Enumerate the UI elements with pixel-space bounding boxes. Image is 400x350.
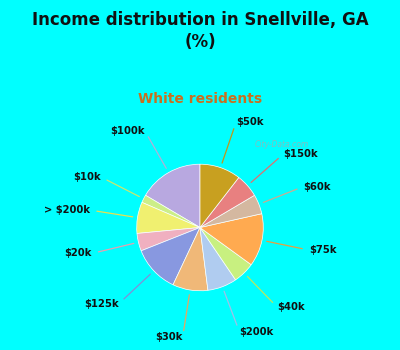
Wedge shape: [146, 164, 200, 228]
Text: $30k: $30k: [155, 332, 182, 342]
Text: $20k: $20k: [64, 248, 92, 259]
Wedge shape: [200, 164, 239, 228]
Text: > $200k: > $200k: [44, 205, 90, 215]
Wedge shape: [137, 202, 200, 233]
Wedge shape: [200, 228, 251, 280]
Text: $125k: $125k: [84, 299, 119, 309]
Wedge shape: [200, 214, 263, 265]
Wedge shape: [137, 228, 200, 251]
Wedge shape: [141, 228, 200, 285]
Text: City-Data.com: City-Data.com: [255, 140, 310, 149]
Wedge shape: [142, 195, 200, 228]
Text: $200k: $200k: [239, 327, 274, 337]
Text: $150k: $150k: [284, 149, 318, 159]
Wedge shape: [173, 228, 208, 291]
Wedge shape: [200, 177, 254, 228]
Text: $60k: $60k: [304, 182, 331, 191]
Wedge shape: [200, 195, 262, 228]
Text: $100k: $100k: [110, 126, 145, 136]
Text: Income distribution in Snellville, GA
(%): Income distribution in Snellville, GA (%…: [32, 11, 368, 51]
Text: White residents: White residents: [138, 92, 262, 106]
Text: $50k: $50k: [236, 117, 264, 127]
Wedge shape: [200, 228, 236, 290]
Text: $40k: $40k: [278, 302, 305, 313]
Text: $75k: $75k: [309, 245, 336, 255]
Text: $10k: $10k: [73, 172, 101, 182]
